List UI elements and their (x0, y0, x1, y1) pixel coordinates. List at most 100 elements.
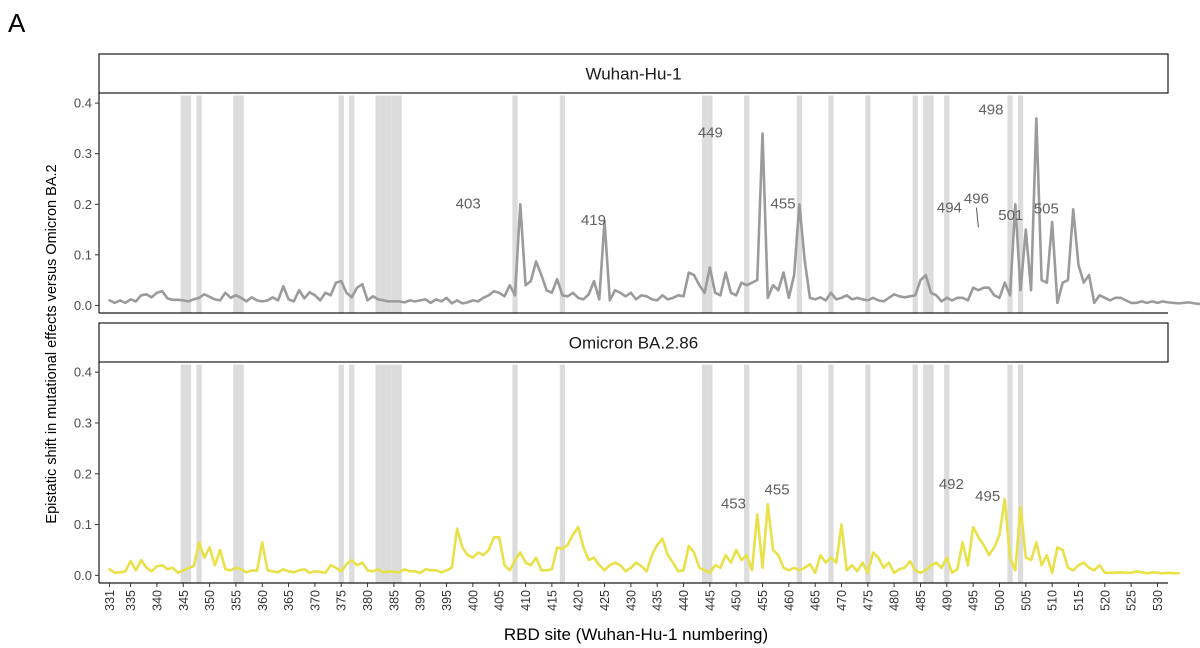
series-line (108, 116, 1200, 306)
annotation-label: 453 (721, 495, 746, 512)
annotation-label: 494 (937, 199, 962, 216)
annotation-label: 501 (998, 207, 1023, 224)
x-tick-label: 510 (1046, 590, 1060, 611)
shaded-site-band (707, 364, 713, 584)
shaded-site-band (865, 95, 871, 314)
y-tick-label: 0.1 (74, 247, 92, 262)
x-tick-label: 360 (256, 590, 270, 611)
x-tick-label: 440 (677, 590, 691, 611)
shaded-site-band (923, 364, 929, 584)
shaded-site-band (391, 95, 397, 314)
x-tick-label: 410 (519, 590, 533, 611)
annotation-label: 403 (456, 195, 481, 212)
shaded-site-band (1017, 364, 1024, 584)
x-tick-label: 355 (229, 590, 243, 611)
x-tick-label: 435 (651, 590, 665, 611)
x-tick-label: 400 (466, 590, 480, 611)
x-tick-label: 430 (624, 590, 638, 611)
x-tick-label: 390 (414, 590, 428, 611)
shaded-site-band (1007, 95, 1013, 314)
x-tick-label: 340 (150, 590, 164, 611)
shaded-site-band (375, 364, 381, 584)
y-tick-label: 0.0 (74, 568, 92, 583)
x-tick-label: 495 (967, 590, 981, 611)
x-tick-label: 331 (103, 590, 117, 611)
shaded-site-band (196, 364, 202, 584)
x-tick-label: 375 (335, 590, 349, 611)
shaded-site-band (380, 95, 386, 314)
shaded-site-band (185, 364, 192, 584)
strip-label: Omicron BA.2.86 (569, 334, 698, 353)
shaded-site-band (512, 95, 518, 314)
x-tick-label: 485 (914, 590, 928, 611)
x-tick-label: 405 (493, 590, 507, 611)
shaded-site-band (744, 95, 750, 314)
x-tick-label: 335 (124, 590, 138, 611)
shaded-site-band (828, 364, 834, 584)
shaded-site-band (180, 95, 186, 314)
shaded-site-band (238, 95, 244, 314)
y-tick-label: 0.2 (74, 197, 92, 212)
annotation-label: 492 (939, 476, 964, 493)
x-tick-label: 380 (361, 590, 375, 611)
shaded-site-band (928, 95, 934, 314)
shaded-site-band (196, 95, 202, 314)
shaded-site-band (396, 364, 402, 584)
x-tick-label: 490 (940, 590, 954, 611)
shaded-site-band (238, 364, 244, 584)
shaded-site-band (559, 95, 566, 314)
shaded-site-band (944, 364, 950, 584)
annotation-label: 496 (964, 191, 989, 208)
x-tick-label: 385 (387, 590, 401, 611)
shaded-site-band (385, 364, 392, 584)
shaded-site-band (701, 95, 708, 314)
y-tick-label: 0.4 (74, 96, 92, 111)
shaded-site-band (944, 95, 950, 314)
x-axis-title: RBD site (Wuhan-Hu-1 numbering) (504, 625, 768, 644)
x-tick-label: 530 (1151, 590, 1165, 611)
x-tick-label: 480 (888, 590, 902, 611)
series-line (108, 497, 1180, 575)
shaded-site-band (375, 95, 381, 314)
shaded-site-band (233, 95, 239, 314)
shaded-site-band (707, 95, 713, 314)
shaded-site-band (349, 364, 355, 584)
x-tick-label: 420 (572, 590, 586, 611)
shaded-site-band (380, 364, 386, 584)
shaded-site-band (338, 364, 344, 584)
shaded-site-band (912, 95, 918, 314)
x-tick-label: 520 (1098, 590, 1112, 611)
panel-letter: A (8, 8, 26, 38)
annotation-label: 419 (581, 212, 606, 229)
y-tick-label: 0.4 (74, 365, 92, 380)
y-tick-label: 0.3 (74, 146, 92, 161)
x-tick-label: 465 (809, 590, 823, 611)
x-tick-label: 500 (993, 590, 1007, 611)
strip-box (98, 53, 1169, 94)
shaded-site-band (512, 364, 518, 584)
shaded-site-band (185, 95, 192, 314)
shaded-site-band (338, 95, 344, 314)
annotation-label: 495 (975, 488, 1000, 505)
y-tick-label: 0.0 (74, 298, 92, 313)
shaded-site-band (865, 364, 871, 584)
panel-omicron-ba286: Omicron BA.2.86 0.0 0.1 0.2 0.3 0.4 453 455 492 4… (74, 322, 1180, 584)
x-axis: 331 335 340 345 350 355 360 365 370 375 380 385 390 3… (103, 583, 1165, 611)
shaded-site-band (391, 364, 397, 584)
x-tick-label: 445 (703, 590, 717, 611)
panel-wuhan-hu-1: Wuhan-Hu-1 0.0 0.1 0.2 0.3 0.4 403 419 449 455 494… (74, 53, 1200, 314)
annotation-leader (975, 207, 979, 228)
shaded-site-band (396, 95, 402, 314)
strip-label: Wuhan-Hu-1 (585, 65, 681, 84)
x-tick-label: 475 (861, 590, 875, 611)
y-tick-label: 0.3 (74, 415, 92, 430)
shaded-site-band (349, 95, 355, 314)
x-tick-label: 515 (1072, 590, 1086, 611)
annotation-label: 449 (698, 124, 723, 141)
x-tick-label: 370 (308, 590, 322, 611)
x-tick-label: 505 (1019, 590, 1033, 611)
annotation-label: 455 (765, 481, 790, 498)
shaded-site-band (559, 364, 566, 584)
shaded-site-band (180, 364, 186, 584)
